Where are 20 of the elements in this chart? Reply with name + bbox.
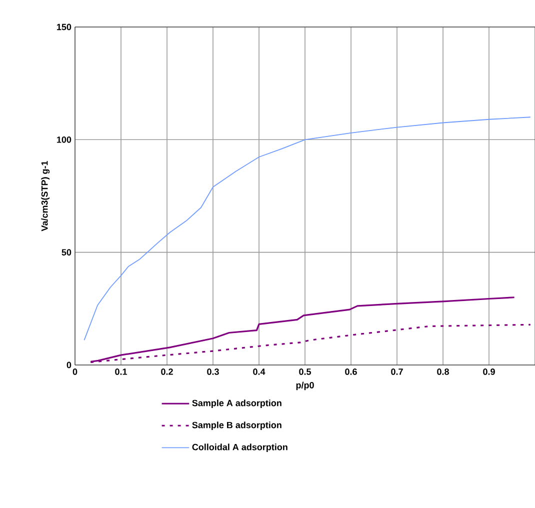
- x-tick-label: 0.5: [299, 368, 312, 375]
- y-axis-title: Va/cm3(STP) g-1: [41, 160, 50, 232]
- x-tick-label: 0.9: [483, 368, 495, 375]
- legend-label: Colloidal A adsorption: [192, 444, 288, 452]
- x-tick-label: 0.6: [345, 368, 357, 375]
- legend-label: Sample A adsorption: [192, 400, 282, 408]
- y-tick-label: 100: [57, 136, 72, 143]
- y-tick-label: 0: [66, 362, 72, 368]
- x-tick-label: 0.7: [391, 368, 403, 375]
- x-tick-label: 0.2: [161, 368, 173, 375]
- x-axis-title: p/p0: [296, 382, 314, 390]
- x-tick-label: 0.8: [437, 368, 449, 375]
- x-tick-label: 0.1: [115, 368, 128, 375]
- legend-label: Sample B adsorption: [192, 422, 282, 430]
- x-tick-label: 0.3: [207, 368, 219, 375]
- y-tick-label: 50: [62, 249, 72, 256]
- x-tick-label: 0: [72, 368, 78, 375]
- x-tick-label: 0.4: [253, 368, 266, 375]
- line-series: [84, 116, 531, 341]
- y-tick-label: 150: [57, 24, 72, 30]
